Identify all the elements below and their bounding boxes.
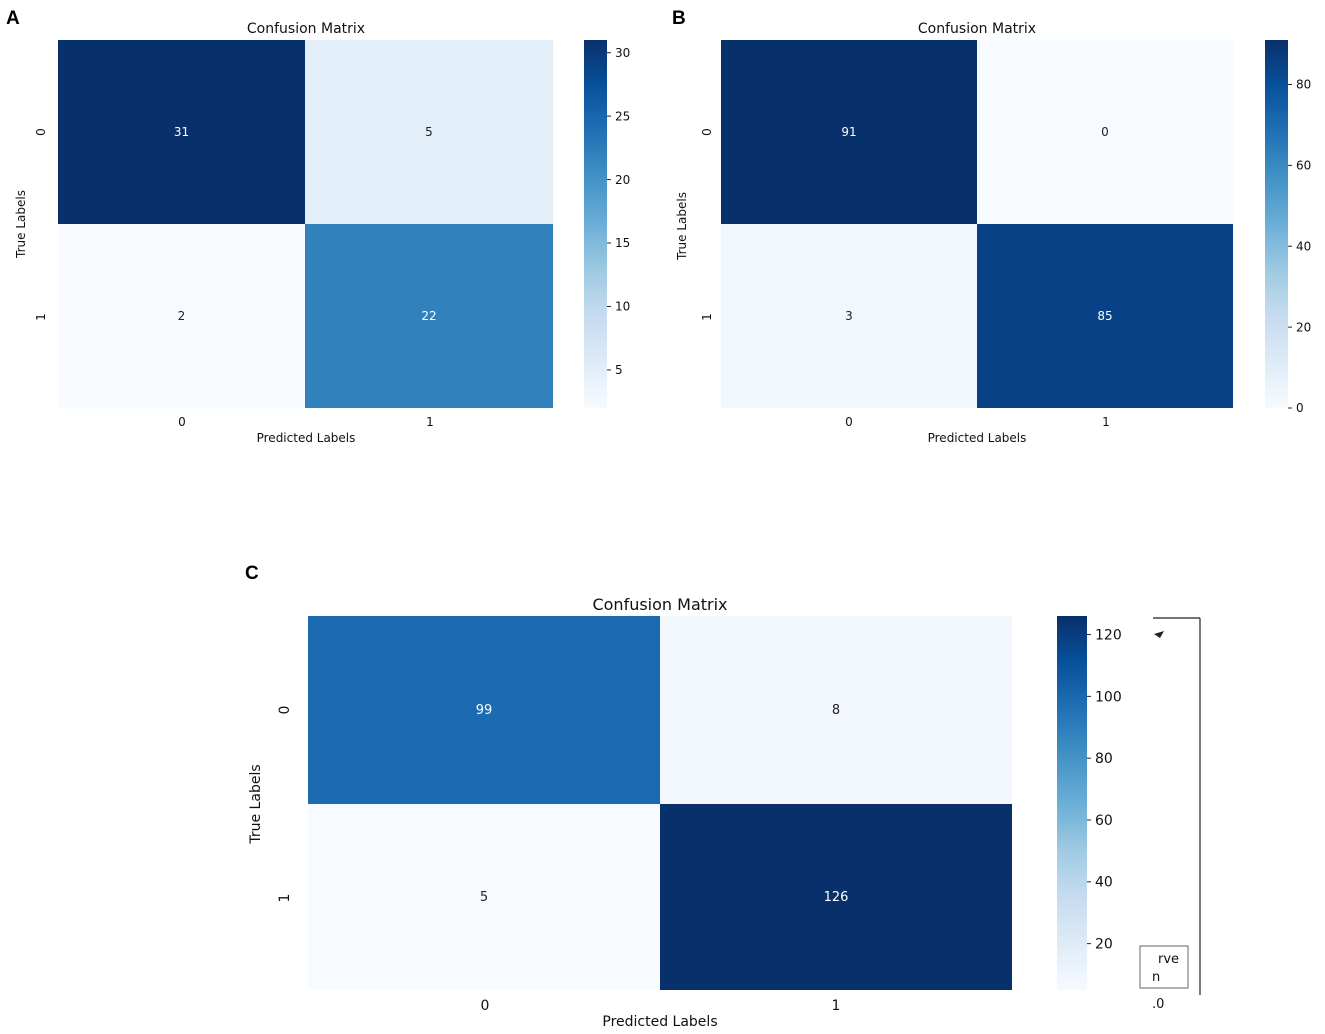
y-tick-a-1: 1 <box>34 313 48 321</box>
colorbar-tick-label-c-1: 40 <box>1095 875 1113 891</box>
cell-value-b-0-0: 91 <box>841 125 856 139</box>
panel-label-b: B <box>672 8 686 29</box>
cell-value-c-1-0: 5 <box>480 890 488 905</box>
overlap-tick-text: .0 <box>1152 997 1164 1012</box>
cell-value-b-1-1: 85 <box>1097 309 1112 323</box>
y-axis-label-c: True Labels <box>248 764 264 844</box>
colorbar-tick-label-a-2: 15 <box>615 236 630 250</box>
cell-b-0-0 <box>721 40 977 224</box>
y-tick-c-1: 1 <box>277 894 293 903</box>
cell-value-c-0-0: 99 <box>476 703 493 718</box>
colorbar-tick-label-c-4: 100 <box>1095 689 1122 705</box>
chart-title-c: Confusion Matrix <box>592 595 727 614</box>
cell-value-b-0-1: 0 <box>1101 125 1109 139</box>
heatmap-a: Confusion Matrix 31 5 2 22 0 1 0 1 Predi… <box>14 21 630 445</box>
overlap-legend-box <box>1139 945 1189 989</box>
x-tick-a-0: 0 <box>178 415 186 429</box>
cell-a-1-0 <box>58 224 305 408</box>
x-tick-c-1: 1 <box>832 998 841 1014</box>
colorbar-ticks-b: 0 20 40 60 80 <box>1288 78 1311 415</box>
x-tick-a-1: 1 <box>426 415 434 429</box>
cell-c-1-0 <box>308 804 660 990</box>
y-tick-c-0: 0 <box>277 706 293 715</box>
colorbar-tick-label-c-0: 20 <box>1095 937 1113 953</box>
colorbar-c <box>1057 616 1087 990</box>
colorbar-tick-label-b-3: 60 <box>1296 159 1311 173</box>
overlap-marker <box>1154 631 1164 638</box>
colorbar-tick-label-a-0: 5 <box>615 363 623 377</box>
x-axis-label-a: Predicted Labels <box>257 431 356 445</box>
cell-c-1-1 <box>660 804 1012 990</box>
y-tick-b-0: 0 <box>700 128 714 136</box>
y-tick-b-1: 1 <box>700 313 714 321</box>
x-axis-label-c: Predicted Labels <box>602 1014 717 1030</box>
cell-value-b-1-0: 3 <box>845 309 853 323</box>
heatmap-b: Confusion Matrix 91 0 3 85 0 1 0 1 Predi… <box>675 21 1311 445</box>
colorbar-tick-label-a-4: 25 <box>615 109 630 123</box>
cell-a-0-0 <box>58 40 305 224</box>
chart-title-b: Confusion Matrix <box>918 21 1036 37</box>
overlap-legend-text-1: rve <box>1158 952 1179 967</box>
colorbar-tick-label-a-5: 30 <box>615 46 630 60</box>
colorbar-tick-label-b-2: 40 <box>1296 239 1311 253</box>
chart-title-a: Confusion Matrix <box>247 21 365 37</box>
colorbar-tick-label-c-5: 120 <box>1095 627 1122 643</box>
cell-value-a-0-1: 5 <box>425 125 433 139</box>
y-tick-a-0: 0 <box>34 128 48 136</box>
overlap-legend-text-2: n <box>1152 970 1160 985</box>
colorbar-tick-label-c-3: 80 <box>1095 751 1113 767</box>
colorbar-ticks-a: 5 10 15 20 25 30 <box>607 46 630 377</box>
panel-label-a: A <box>6 8 20 29</box>
cell-b-1-0 <box>721 224 977 408</box>
cell-value-a-1-1: 22 <box>421 309 436 323</box>
x-axis-label-b: Predicted Labels <box>928 431 1027 445</box>
panel-label-c: C <box>245 563 259 584</box>
cell-c-0-1 <box>660 616 1012 804</box>
x-tick-b-0: 0 <box>845 415 853 429</box>
colorbar-tick-label-b-4: 80 <box>1296 78 1311 92</box>
x-tick-c-0: 0 <box>481 998 490 1014</box>
colorbar-tick-label-b-0: 0 <box>1296 401 1304 415</box>
cell-value-c-0-1: 8 <box>832 703 840 718</box>
cell-c-0-0 <box>308 616 660 804</box>
colorbar-b <box>1265 40 1288 408</box>
y-axis-label-b: True Labels <box>675 192 689 261</box>
cell-value-c-1-1: 126 <box>824 890 849 905</box>
x-tick-b-1: 1 <box>1102 415 1110 429</box>
cell-a-1-1 <box>305 224 553 408</box>
colorbar-tick-label-b-1: 20 <box>1296 320 1311 334</box>
cell-b-0-1 <box>977 40 1233 224</box>
heatmap-c: Confusion Matrix rve n .0 99 8 5 126 0 1… <box>248 595 1201 1030</box>
y-axis-label-a: True Labels <box>14 190 28 259</box>
colorbar-tick-label-c-2: 60 <box>1095 813 1113 829</box>
colorbar-tick-label-a-1: 10 <box>615 300 630 314</box>
cell-value-a-0-0: 31 <box>174 125 189 139</box>
colorbar-a <box>584 40 607 408</box>
colorbar-tick-label-a-3: 20 <box>615 173 630 187</box>
colorbar-ticks-c: 20 40 60 80 100 120 <box>1087 627 1122 953</box>
cell-b-1-1 <box>977 224 1233 408</box>
cell-value-a-1-0: 2 <box>178 309 186 323</box>
cell-a-0-1 <box>305 40 553 224</box>
